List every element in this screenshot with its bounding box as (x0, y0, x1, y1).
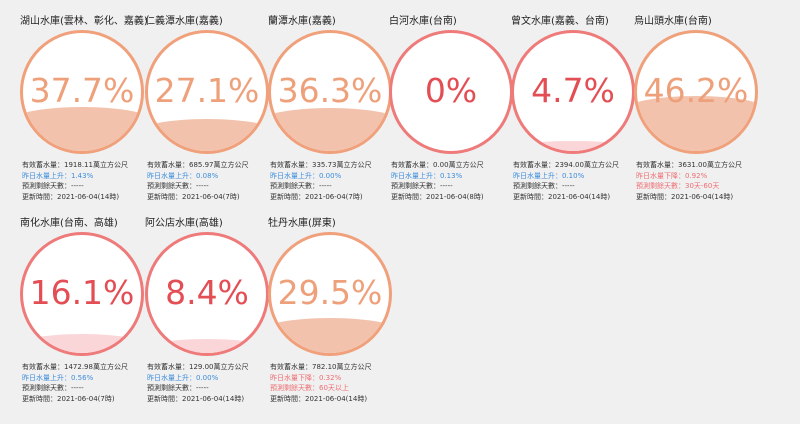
percent-label: 27.1% (154, 71, 260, 110)
change-text: 昨日水量下降：0.92% (636, 171, 708, 180)
days-text: 預測剩餘天數：----- (147, 384, 209, 392)
capacity-text: 有效蓄水量：782.10萬立方公尺 (270, 363, 372, 371)
updated-text: 更新時間：2021-06-04(14時) (636, 192, 734, 201)
days-text: 預測剩餘天數：----- (513, 182, 575, 190)
percent-label: 8.4% (165, 273, 249, 312)
percent-label: 36.3% (277, 71, 383, 110)
reservoir-info: 有效蓄水量：1472.98萬立方公尺 昨日水量上升：0.56% 預測剩餘天數：-… (22, 362, 128, 404)
updated-text: 更新時間：2021-06-04(7時) (147, 192, 240, 201)
updated-text: 更新時間：2021-06-04(14時) (22, 192, 120, 201)
water-wave (23, 106, 141, 121)
reservoir-info: 有效蓄水量：2394.00萬立方公尺 昨日水量上升：0.10% 預測剩餘天數：-… (513, 160, 619, 202)
percent-label: 4.7% (531, 71, 615, 110)
capacity-text: 有效蓄水量：1918.11萬立方公尺 (22, 161, 128, 169)
change-text: 昨日水量下降：0.32% (270, 373, 342, 382)
updated-text: 更新時間：2021-06-04(7時) (22, 394, 115, 403)
reservoir-card: 烏山頭水庫(台南) 46.2% 有效蓄水量：3631.00萬立方公尺 昨日水量下… (634, 12, 758, 212)
reservoir-name: 仁義潭水庫(嘉義) (145, 16, 223, 27)
water-wave (23, 334, 141, 349)
reservoir-card: 蘭潭水庫(嘉義) 36.3% 有效蓄水量：335.73萬立方公尺 昨日水量上升：… (268, 12, 392, 212)
water-wave (148, 119, 266, 134)
days-text: 預測剩餘天數：30天-60天 (636, 182, 720, 190)
days-text: 預測剩餘天數：----- (22, 384, 84, 392)
change-text: 昨日水量上升：0.00% (147, 373, 219, 382)
water-level-gauge: 0% (389, 30, 513, 154)
reservoir-card: 牡丹水庫(屏東) 29.5% 有效蓄水量：782.10萬立方公尺 昨日水量下降：… (268, 214, 392, 414)
percent-label: 37.7% (29, 71, 135, 110)
reservoir-info: 有效蓄水量：0.00萬立方公尺 昨日水量上升：0.13% 預測剩餘天數：----… (391, 160, 484, 202)
reservoir-name: 湖山水庫(雲林、彰化、嘉義) (20, 16, 148, 27)
capacity-text: 有效蓄水量：0.00萬立方公尺 (391, 161, 484, 169)
reservoir-info: 有效蓄水量：3631.00萬立方公尺 昨日水量下降：0.92% 預測剩餘天數：3… (636, 160, 742, 202)
capacity-text: 有效蓄水量：2394.00萬立方公尺 (513, 161, 619, 169)
capacity-text: 有效蓄水量：1472.98萬立方公尺 (22, 363, 128, 371)
days-text: 預測剩餘天數：----- (391, 182, 453, 190)
reservoir-card: 曾文水庫(嘉義、台南) 4.7% 有效蓄水量：2394.00萬立方公尺 昨日水量… (511, 12, 635, 212)
reservoir-name: 蘭潭水庫(嘉義) (268, 16, 336, 27)
reservoir-info: 有效蓄水量：335.73萬立方公尺 昨日水量上升：0.00% 預測剩餘天數：--… (270, 160, 372, 202)
reservoir-name: 南化水庫(台南、高雄) (20, 218, 118, 229)
change-text: 昨日水量上升：0.13% (391, 171, 463, 180)
percent-label: 0% (424, 71, 478, 110)
reservoir-card: 湖山水庫(雲林、彰化、嘉義) 37.7% 有效蓄水量：1918.11萬立方公尺 … (20, 12, 148, 212)
change-text: 昨日水量上升：1.43% (22, 171, 94, 180)
updated-text: 更新時間：2021-06-04(14時) (147, 394, 245, 403)
water-wave (148, 339, 266, 353)
percent-label: 29.5% (277, 273, 383, 312)
water-level-gauge: 4.7% (511, 30, 635, 154)
reservoir-name: 烏山頭水庫(台南) (634, 16, 712, 27)
water-level-gauge: 37.7% (20, 30, 144, 154)
water-level-gauge: 46.2% (634, 30, 758, 154)
days-text: 預測剩餘天數：----- (147, 182, 209, 190)
reservoir-info: 有效蓄水量：1918.11萬立方公尺 昨日水量上升：1.43% 預測剩餘天數：-… (22, 160, 128, 202)
reservoir-card: 白河水庫(台南) 0% 有效蓄水量：0.00萬立方公尺 昨日水量上升：0.13%… (389, 12, 513, 212)
days-text: 預測剩餘天數：----- (270, 182, 332, 190)
change-text: 昨日水量上升：0.08% (147, 171, 219, 180)
updated-text: 更新時間：2021-06-04(8時) (391, 192, 484, 201)
change-text: 昨日水量上升：0.56% (22, 373, 94, 382)
capacity-text: 有效蓄水量：335.73萬立方公尺 (270, 161, 372, 169)
water-level-gauge: 16.1% (20, 232, 144, 356)
water-level-gauge: 36.3% (268, 30, 392, 154)
reservoir-name: 牡丹水庫(屏東) (268, 218, 336, 229)
change-text: 昨日水量上升：0.00% (270, 171, 342, 180)
reservoir-info: 有效蓄水量：129.00萬立方公尺 昨日水量上升：0.00% 預測剩餘天數：--… (147, 362, 249, 404)
reservoir-name: 白河水庫(台南) (389, 16, 457, 27)
reservoir-name: 阿公店水庫(高雄) (145, 218, 223, 229)
water-wave (271, 318, 389, 333)
water-wave (637, 96, 755, 111)
reservoir-info: 有效蓄水量：782.10萬立方公尺 昨日水量下降：0.32% 預測剩餘天數：60… (270, 362, 372, 404)
water-level-gauge: 8.4% (145, 232, 269, 356)
change-text: 昨日水量上升：0.10% (513, 171, 585, 180)
water-fill (637, 102, 755, 151)
days-text: 預測剩餘天數：60天以上 (270, 384, 349, 392)
updated-text: 更新時間：2021-06-04(7時) (270, 192, 363, 201)
updated-text: 更新時間：2021-06-04(14時) (513, 192, 611, 201)
water-level-gauge: 27.1% (145, 30, 269, 154)
reservoir-card: 南化水庫(台南、高雄) 16.1% 有效蓄水量：1472.98萬立方公尺 昨日水… (20, 214, 144, 414)
water-wave (514, 141, 632, 151)
water-level-gauge: 29.5% (268, 232, 392, 356)
days-text: 預測剩餘天數：----- (22, 182, 84, 190)
reservoir-card: 阿公店水庫(高雄) 8.4% 有效蓄水量：129.00萬立方公尺 昨日水量上升：… (145, 214, 269, 414)
water-wave (271, 108, 389, 123)
percent-label: 16.1% (29, 273, 135, 312)
reservoir-card: 仁義潭水庫(嘉義) 27.1% 有效蓄水量：685.97萬立方公尺 昨日水量上升… (145, 12, 269, 212)
percent-label: 46.2% (643, 71, 749, 110)
reservoir-name: 曾文水庫(嘉義、台南) (511, 16, 609, 27)
capacity-text: 有效蓄水量：685.97萬立方公尺 (147, 161, 249, 169)
capacity-text: 有效蓄水量：129.00萬立方公尺 (147, 363, 249, 371)
reservoir-info: 有效蓄水量：685.97萬立方公尺 昨日水量上升：0.08% 預測剩餘天數：--… (147, 160, 249, 202)
updated-text: 更新時間：2021-06-04(14時) (270, 394, 368, 403)
capacity-text: 有效蓄水量：3631.00萬立方公尺 (636, 161, 742, 169)
